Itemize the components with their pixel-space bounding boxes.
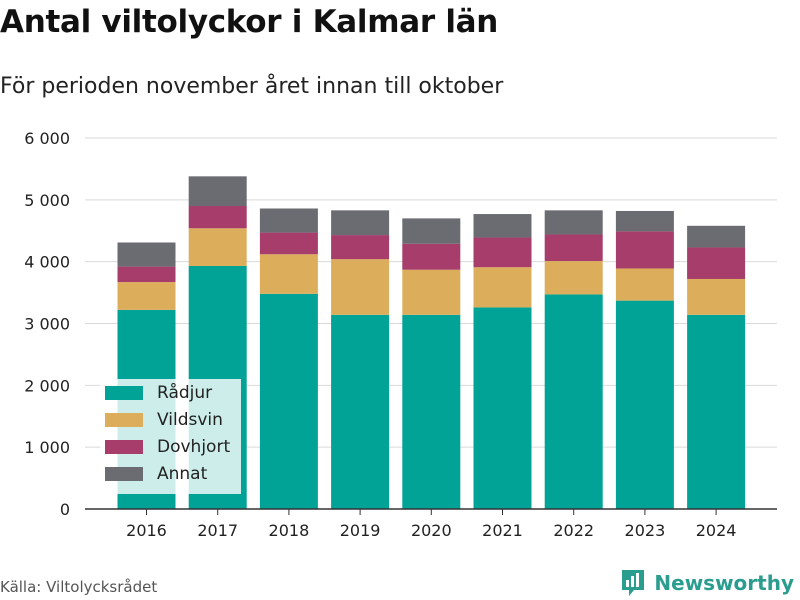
bar-segment-r-djur-2022[interactable] <box>544 294 603 509</box>
legend-item-vildsvin[interactable]: Vildsvin <box>100 406 241 433</box>
bar-segment-dovhjort-2023[interactable] <box>615 231 674 269</box>
bar-segment-dovhjort-2024[interactable] <box>687 247 746 279</box>
x-tick-label: 2020 <box>411 521 452 540</box>
legend: Rådjur Vildsvin Dovhjort Annat <box>100 379 241 494</box>
bar-segment-vildsvin-2016[interactable] <box>117 282 176 310</box>
legend-label: Annat <box>157 463 208 484</box>
bar-segment-vildsvin-2023[interactable] <box>615 268 674 301</box>
bar-segment-dovhjort-2018[interactable] <box>259 232 318 255</box>
legend-label: Dovhjort <box>157 436 231 457</box>
bar-segment-dovhjort-2022[interactable] <box>544 234 603 262</box>
bar-segment-annat-2024[interactable] <box>687 225 746 248</box>
x-tick-label: 2019 <box>340 521 381 540</box>
bar-segment-vildsvin-2017[interactable] <box>188 228 247 266</box>
bar-segment-dovhjort-2020[interactable] <box>402 243 461 270</box>
x-tick-label: 2021 <box>482 521 523 540</box>
x-tick-label: 2022 <box>553 521 594 540</box>
legend-label: Vildsvin <box>157 409 223 430</box>
x-tick-label: 2016 <box>126 521 167 540</box>
bar-segment-annat-2023[interactable] <box>615 210 674 232</box>
legend-item-annat[interactable]: Annat <box>100 460 241 487</box>
bar-segment-vildsvin-2024[interactable] <box>687 278 746 315</box>
bar-segment-dovhjort-2021[interactable] <box>473 237 532 268</box>
y-tick-label: 5 000 <box>24 191 70 210</box>
bar-segment-annat-2021[interactable] <box>473 214 532 238</box>
bar-segment-r-djur-2019[interactable] <box>331 314 390 509</box>
x-tick-label: 2018 <box>269 521 310 540</box>
bar-segment-r-djur-2024[interactable] <box>687 314 746 509</box>
y-tick-label: 6 000 <box>24 129 70 148</box>
bar-segment-dovhjort-2016[interactable] <box>117 266 176 283</box>
bar-segment-annat-2016[interactable] <box>117 242 176 267</box>
bar-segment-vildsvin-2020[interactable] <box>402 269 461 315</box>
bar-segment-r-djur-2020[interactable] <box>402 314 461 509</box>
legend-label: Rådjur <box>157 382 213 403</box>
bar-segment-r-djur-2021[interactable] <box>473 307 532 509</box>
bar-segment-annat-2018[interactable] <box>259 208 318 233</box>
brand-name: Newsworthy <box>654 571 794 595</box>
chart-title: Antal viltolyckor i Kalmar län <box>0 4 499 40</box>
bar-segment-r-djur-2023[interactable] <box>615 300 674 509</box>
legend-item-dovhjort[interactable]: Dovhjort <box>100 433 241 460</box>
y-tick-label: 1 000 <box>24 438 70 457</box>
x-tick-label: 2024 <box>696 521 737 540</box>
legend-swatch <box>105 466 143 481</box>
x-tick-label: 2023 <box>625 521 666 540</box>
legend-swatch <box>105 439 143 454</box>
bar-segment-dovhjort-2019[interactable] <box>331 235 390 260</box>
y-tick-label: 2 000 <box>24 376 70 395</box>
legend-swatch <box>105 385 143 400</box>
source-note: Källa: Viltolycksrådet <box>0 578 158 596</box>
y-tick-label: 0 <box>60 500 70 519</box>
legend-item-radjur[interactable]: Rådjur <box>100 379 241 406</box>
bar-segment-annat-2017[interactable] <box>188 176 247 207</box>
newsworthy-logo-icon <box>622 570 645 596</box>
bar-segment-annat-2022[interactable] <box>544 210 603 235</box>
bar-segment-annat-2020[interactable] <box>402 218 461 244</box>
bar-segment-vildsvin-2022[interactable] <box>544 261 603 295</box>
chart-subtitle: För perioden november året innan till ok… <box>0 74 504 99</box>
x-tick-label: 2017 <box>197 521 238 540</box>
axes: 0 1 000 2 000 3 000 4 000 5 000 6 000 2016 2017 2… <box>24 129 777 540</box>
bar-segment-vildsvin-2019[interactable] <box>331 259 390 315</box>
bar-segment-annat-2019[interactable] <box>331 210 390 236</box>
legend-swatch <box>105 412 143 427</box>
y-tick-label: 4 000 <box>24 253 70 272</box>
bar-segment-r-djur-2018[interactable] <box>259 293 318 509</box>
y-tick-label: 3 000 <box>24 315 70 334</box>
bar-segment-vildsvin-2018[interactable] <box>259 254 318 294</box>
bar-segment-vildsvin-2021[interactable] <box>473 267 532 308</box>
bar-segment-dovhjort-2017[interactable] <box>188 206 247 229</box>
brand-logo[interactable]: Newsworthy <box>620 568 794 598</box>
